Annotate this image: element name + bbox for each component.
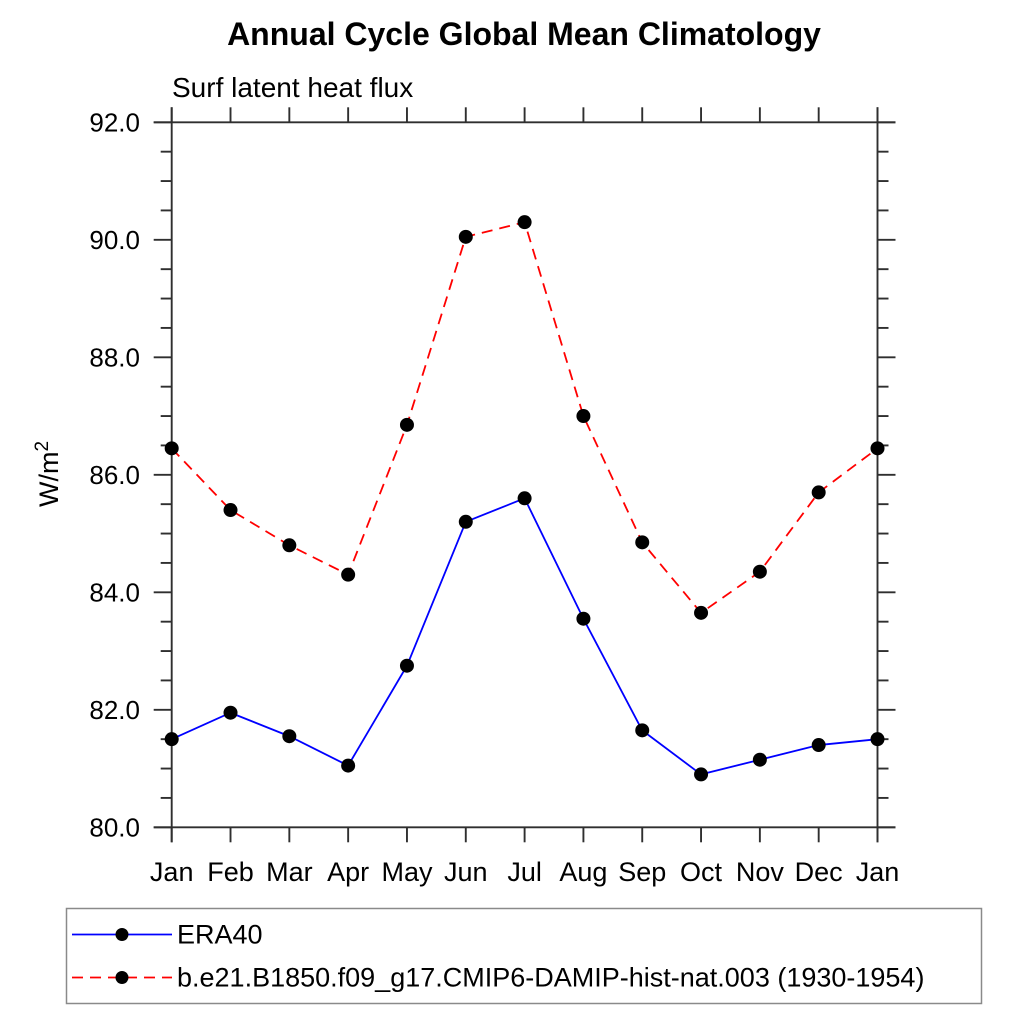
- data-point: [811, 738, 826, 753]
- x-tick-label: Nov: [736, 857, 785, 887]
- x-tick-label: Feb: [207, 857, 254, 887]
- x-tick-label: Jan: [856, 857, 900, 887]
- data-point: [164, 441, 179, 456]
- y-axis-label: W/m2: [32, 441, 64, 507]
- data-point: [517, 215, 532, 230]
- legend-marker-0: [115, 928, 129, 941]
- data-point: [870, 441, 885, 456]
- data-point: [635, 535, 650, 550]
- x-tick-label: Sep: [618, 857, 666, 887]
- y-tick-label: 92.0: [89, 107, 140, 137]
- data-point: [399, 658, 414, 673]
- data-point: [576, 611, 591, 626]
- data-point: [282, 538, 297, 553]
- y-tick-label: 84.0: [89, 577, 140, 607]
- data-point: [458, 514, 473, 529]
- data-point: [341, 567, 356, 582]
- y-tick-label: 80.0: [89, 812, 140, 842]
- data-point: [576, 409, 591, 424]
- data-point: [811, 485, 826, 500]
- legend-box: [65, 907, 983, 1005]
- data-point: [223, 705, 238, 720]
- chart-subtitle: Surf latent heat flux: [172, 72, 413, 103]
- y-tick-label: 82.0: [89, 695, 140, 725]
- data-point: [223, 503, 238, 518]
- x-tick-label: Mar: [266, 857, 313, 887]
- y-axis-label-superscript: 2: [32, 441, 53, 452]
- x-tick-label: Dec: [795, 857, 843, 887]
- data-point: [164, 732, 179, 747]
- legend-label-model: b.e21.B1850.f09_g17.CMIP6-DAMIP-hist-nat…: [177, 963, 924, 993]
- axes-layer: 80.0 82.0 84.0 86.0 88.0 90.0 92.0 Jan Feb Mar Apr…: [89, 107, 899, 887]
- series-line-1: [171, 221, 879, 615]
- data-point: [635, 723, 650, 738]
- x-tick-label: May: [381, 857, 433, 887]
- data-point: [694, 605, 709, 620]
- y-tick-label: 88.0: [89, 342, 140, 372]
- data-point: [694, 767, 709, 782]
- x-tick-label: Jan: [150, 857, 194, 887]
- legend-marker-1: [115, 971, 129, 984]
- legend: ERA40 b.e21.B1850.f09_g17.CMIP6-DAMIP-hi…: [65, 907, 983, 1005]
- series-layer: [164, 215, 885, 782]
- y-axis-label-base: W/m: [34, 452, 64, 507]
- data-point: [870, 732, 885, 747]
- series-line-0: [171, 497, 878, 776]
- y-tick-label: 90.0: [89, 225, 140, 255]
- data-point: [458, 229, 473, 244]
- data-point: [752, 564, 767, 579]
- data-point: [399, 417, 414, 432]
- chart-title: Annual Cycle Global Mean Climatology: [227, 16, 821, 52]
- x-tick-label: Aug: [559, 857, 607, 887]
- x-tick-label: Jun: [444, 857, 488, 887]
- legend-label-era40: ERA40: [177, 920, 263, 950]
- data-point: [341, 758, 356, 773]
- y-tick-label: 86.0: [89, 460, 140, 490]
- x-tick-label: Apr: [327, 857, 369, 887]
- data-point: [517, 491, 532, 506]
- data-point: [282, 729, 297, 744]
- x-tick-label: Jul: [507, 857, 542, 887]
- x-tick-label: Oct: [680, 857, 723, 887]
- data-point: [752, 752, 767, 767]
